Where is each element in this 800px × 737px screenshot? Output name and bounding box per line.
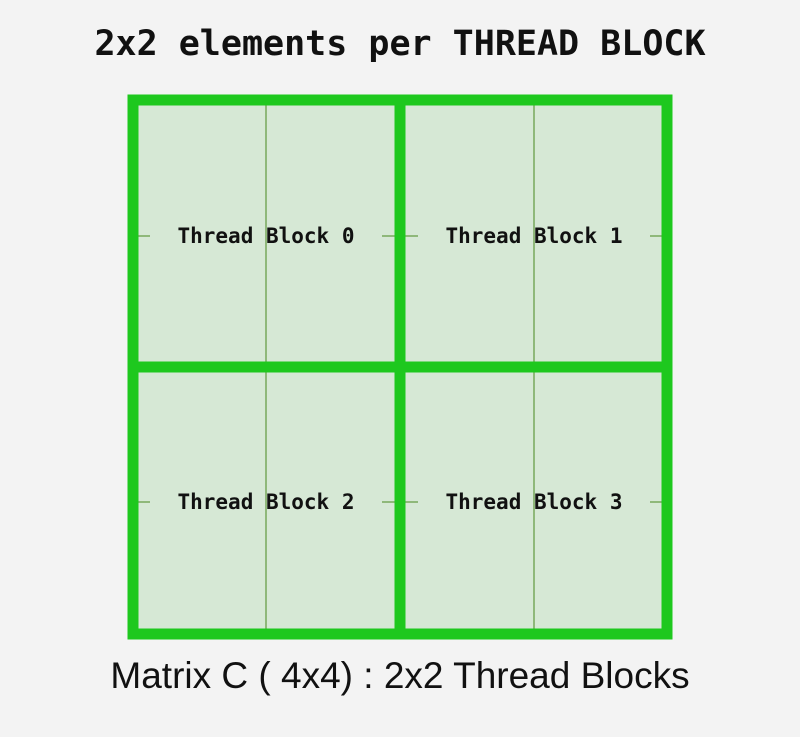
thread-block-0-label: Thread Block 0 [177, 224, 354, 248]
thread-block-2-label: Thread Block 2 [177, 490, 354, 514]
thread-block-1: Thread Block 1 [418, 220, 650, 250]
thread-block-3: Thread Block 3 [418, 486, 650, 516]
thread-block-2: Thread Block 2 [150, 486, 382, 516]
diagram-title: 2x2 elements per THREAD BLOCK [94, 24, 706, 64]
thread-block-0: Thread Block 0 [150, 220, 382, 250]
diagram-caption: Matrix C ( 4x4) : 2x2 Thread Blocks [110, 655, 690, 696]
thread-block-3-label: Thread Block 3 [445, 490, 622, 514]
thread-block-1-label: Thread Block 1 [445, 224, 622, 248]
